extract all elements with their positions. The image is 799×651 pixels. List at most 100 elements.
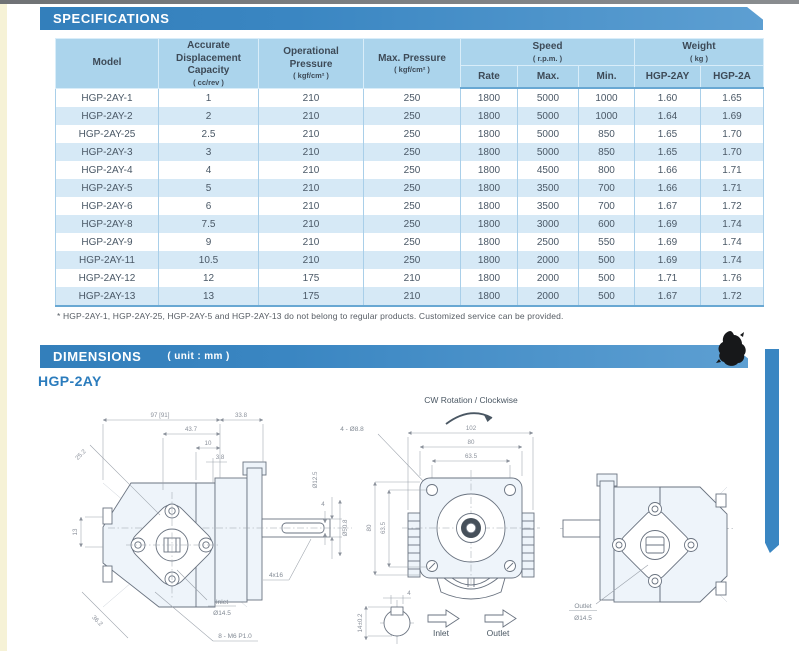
spec-table-cell: 250 — [363, 143, 461, 162]
outlet-diameter-label: Ø14.5 — [574, 615, 592, 622]
spec-table-cell: 1800 — [460, 269, 518, 288]
dim-label: 33.8 — [235, 412, 248, 419]
model-cell: HGP-2AY-8 — [55, 215, 159, 234]
spec-table-cell: 1.71 — [700, 161, 764, 180]
spec-table-cell: 500 — [578, 287, 635, 307]
spec-table-cell: 1.69 — [634, 215, 701, 234]
dim-label: 4 — [321, 501, 325, 508]
model-cell: HGP-2AY-2 — [55, 107, 159, 126]
spec-table-cell: 1.71 — [700, 179, 764, 198]
spec-table-cell: 850 — [578, 143, 635, 162]
spec-table-cell: 500 — [578, 269, 635, 288]
spec-table-subheader-cell: Max. — [517, 65, 579, 90]
dim-label: 13 — [72, 528, 79, 535]
rotation-arrow — [445, 412, 493, 425]
spec-table-cell: 1.74 — [700, 233, 764, 252]
spec-table-cell: 3000 — [517, 215, 579, 234]
dim-label: Ø50.8 — [342, 519, 349, 536]
dimensions-unit-note: ( unit : mm ) — [167, 351, 230, 362]
specifications-header-bar: SPECIFICATIONS — [40, 7, 763, 30]
spec-table-cell: 6 — [158, 197, 259, 216]
spec-table-cell: 600 — [578, 215, 635, 234]
spec-table-header-cell: Max. Pressure( kgf/cm² ) — [363, 38, 461, 89]
spec-table-cell: 1.69 — [700, 107, 764, 126]
spec-table-cell: 210 — [258, 161, 364, 180]
spec-table-cell: 13 — [158, 287, 259, 307]
dim-label: 14±0.2 — [357, 613, 364, 632]
outlet-port-label: Outlet — [574, 603, 592, 610]
dim-label: 4 — [407, 590, 411, 597]
spec-table-row: HGP-2AY-25 2.5 210 250 1800 5000 850 1.65 1.70 — [55, 125, 764, 144]
spec-table-row: HGP-2AY-11 10.5 210 250 1800 2000 500 1.69 1.74 — [55, 251, 764, 270]
spec-table-cell: 2500 — [517, 233, 579, 252]
table-footnote: * HGP-2AY-1, HGP-2AY-25, HGP-2AY-5 and H… — [57, 311, 564, 321]
spec-table-cell: 2000 — [517, 251, 579, 270]
spec-table-cell: 700 — [578, 197, 635, 216]
model-cell: HGP-2AY-1 — [55, 88, 159, 108]
spec-table-cell: 1000 — [578, 107, 635, 126]
spec-table-cell: 210 — [258, 251, 364, 270]
spec-table-cell: 175 — [258, 287, 364, 307]
spec-table-cell: 1800 — [460, 287, 518, 307]
spec-table-cell: 1800 — [460, 143, 518, 162]
specifications-title: SPECIFICATIONS — [53, 11, 170, 26]
dim-label: 97 [91] — [151, 412, 170, 419]
dim-label: 80 — [366, 524, 373, 531]
spec-table-cell: 1.69 — [634, 251, 701, 270]
dim-label: 10 — [205, 440, 212, 447]
spec-table-subheader-cell: Rate — [460, 65, 518, 90]
spec-table-cell: 1.66 — [634, 161, 701, 180]
key-size-label: 4x16 — [269, 572, 283, 579]
thread-label: 8 - M6 P1.0 — [218, 633, 252, 640]
spec-table-cell: 4 — [158, 161, 259, 180]
spec-table-cell: 700 — [578, 179, 635, 198]
spec-table-cell: 1 — [158, 88, 259, 108]
spec-table-row: HGP-2AY-2 2 210 250 1800 5000 1000 1.64 1.69 — [55, 107, 764, 126]
page-top-edge — [0, 0, 799, 4]
spec-table-cell: 9 — [158, 233, 259, 252]
spec-table-cell: 2000 — [517, 287, 579, 307]
spec-table-cell: 1.67 — [634, 287, 701, 307]
spec-table-cell: 5000 — [517, 88, 579, 108]
outlet-label: Outlet — [487, 628, 510, 638]
spec-table-cell: 5000 — [517, 107, 579, 126]
spec-table-cell: 5000 — [517, 125, 579, 144]
page-edge-stripe — [765, 349, 779, 553]
spec-table-cell: 500 — [578, 251, 635, 270]
spec-table-row: HGP-2AY-4 4 210 250 1800 4500 800 1.66 1.71 — [55, 161, 764, 180]
dim-label: 3.8 — [216, 454, 225, 461]
spec-table-cell: 250 — [363, 197, 461, 216]
spec-table-cell: 3500 — [517, 179, 579, 198]
spec-table-cell: 4500 — [517, 161, 579, 180]
spec-table-cell: 1.69 — [634, 233, 701, 252]
spec-table-cell: 1.76 — [700, 269, 764, 288]
dimensions-header-bar: DIMENSIONS ( unit : mm ) — [40, 345, 748, 368]
spec-table-cell: 250 — [363, 215, 461, 234]
spec-table-cell: 1.65 — [634, 125, 701, 144]
spec-table-cell: 1.72 — [700, 197, 764, 216]
spec-table-row: HGP-2AY-13 13 175 210 1800 2000 500 1.67 1.72 — [55, 287, 764, 307]
technical-drawings: 97 [91] 33.8 43.7 10 3.8 25.2 13 — [72, 395, 735, 644]
model-cell: HGP-2AY-5 — [55, 179, 159, 198]
model-cell: HGP-2AY-9 — [55, 233, 159, 252]
model-cell: HGP-2AY-13 — [55, 287, 159, 307]
spec-table-cell: 210 — [258, 179, 364, 198]
side-view-right-drawing: Outlet Ø14.5 — [560, 473, 735, 622]
spec-table-cell: 1.72 — [700, 287, 764, 307]
spec-table-cell: 1.74 — [700, 251, 764, 270]
spec-table-cell: 1.70 — [700, 125, 764, 144]
inlet-diameter-label: Ø14.5 — [213, 610, 231, 617]
dim-label: 25.2 — [74, 448, 88, 462]
spec-table-cell: 1.74 — [700, 215, 764, 234]
inlet-flow-arrow-icon — [427, 609, 460, 628]
dimensions-title: DIMENSIONS — [53, 349, 142, 364]
spec-table-cell: 1800 — [460, 233, 518, 252]
spec-table-cell: 1.65 — [700, 88, 764, 108]
model-cell: HGP-2AY-12 — [55, 269, 159, 288]
spec-table-cell: 210 — [258, 143, 364, 162]
spec-table-cell: 210 — [258, 107, 364, 126]
spec-table-cell: 5 — [158, 179, 259, 198]
spec-table-cell: 250 — [363, 88, 461, 108]
spec-table-row: HGP-2AY-3 3 210 250 1800 5000 850 1.65 1.70 — [55, 143, 764, 162]
spec-table-cell: 210 — [258, 197, 364, 216]
